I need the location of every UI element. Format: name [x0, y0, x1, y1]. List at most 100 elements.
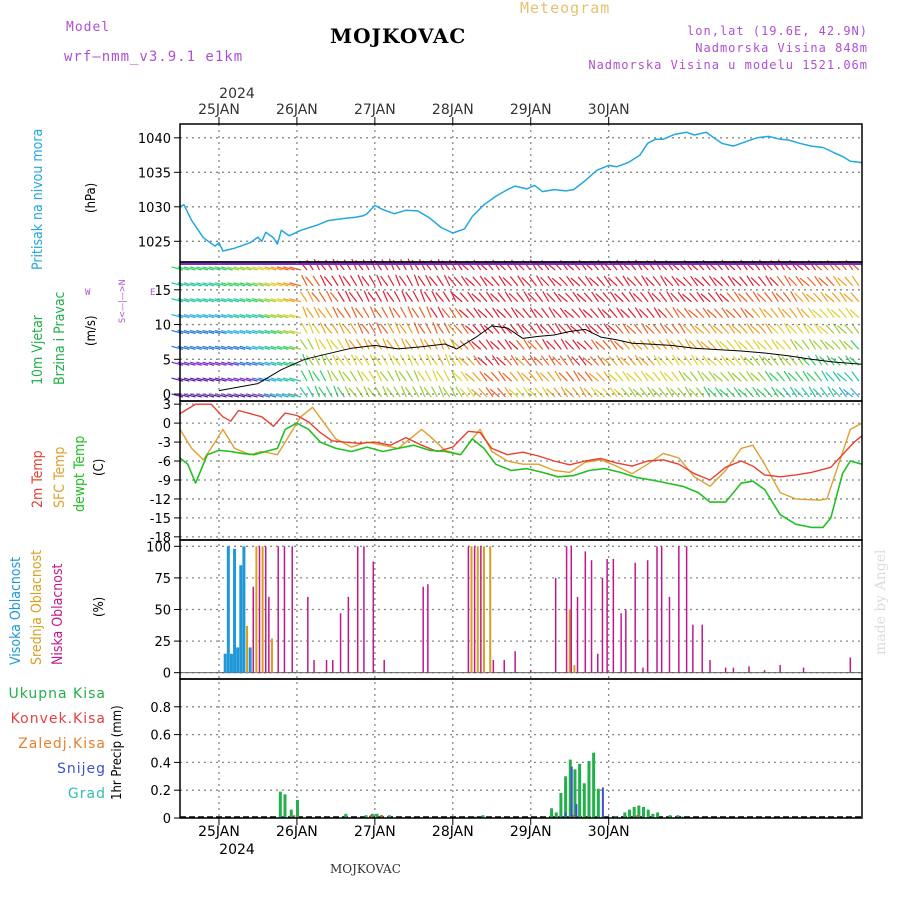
wind-barb [394, 369, 401, 382]
wind-barb [702, 307, 711, 318]
wind-barb [508, 292, 519, 303]
wind-barb [706, 309, 717, 319]
wind-barb [343, 307, 352, 318]
wind-barb [752, 291, 761, 303]
wind-barb [596, 276, 606, 287]
wind-barb [620, 309, 630, 319]
wind-barb [572, 387, 581, 398]
wind-barb [633, 323, 643, 334]
wind-barb [478, 292, 488, 303]
wind-barb [813, 323, 823, 334]
wind-barb [737, 388, 748, 398]
wind-barb [627, 355, 637, 366]
top-day-label: 25JAN [198, 102, 240, 118]
wind-barb [227, 266, 240, 271]
cloud-bar [656, 546, 658, 673]
wind-barb [289, 377, 302, 382]
wind-barb [732, 308, 742, 319]
y-tick-label: -3 [158, 436, 171, 451]
wind-barb [270, 313, 283, 319]
wind-barb [374, 338, 383, 350]
wind-barb [583, 387, 593, 398]
wind-barb [332, 354, 339, 366]
wind-barb [504, 339, 513, 350]
wind-barb [695, 356, 705, 366]
wind-barb [702, 355, 711, 366]
wind-barb [831, 340, 841, 350]
cloud-bar [261, 546, 264, 673]
wind-barb [812, 340, 823, 350]
wind-barb [251, 361, 264, 366]
wind-barb [289, 266, 302, 271]
wind-barb [220, 282, 233, 287]
wind-barb [318, 386, 327, 398]
wind-barb [214, 377, 227, 382]
wind-barb [276, 377, 289, 382]
wind-barb [350, 275, 358, 287]
wind-barb [419, 338, 426, 350]
wind-barb [245, 282, 258, 287]
wind-barb [553, 339, 562, 350]
wind-barb [628, 291, 637, 303]
precip-bar [592, 752, 596, 818]
wind-barb [565, 292, 575, 303]
wind-barb [719, 388, 730, 398]
wind-barb [233, 282, 246, 287]
wind-barb [814, 275, 823, 287]
cloud-bar [476, 546, 479, 673]
wind-barb [502, 372, 513, 382]
precip-bar [637, 805, 641, 818]
wind-barb [289, 313, 302, 319]
wind-barb [771, 291, 779, 303]
wind-barb [325, 338, 333, 350]
wind-barb [675, 277, 686, 287]
wind-barb [714, 339, 723, 350]
wind-barb [726, 387, 736, 398]
wind-barb [514, 356, 525, 366]
wind-barb [183, 282, 196, 287]
wind-barb [233, 361, 246, 366]
precip-bar [632, 806, 636, 818]
wind-barb [411, 355, 420, 366]
wind-barb [534, 387, 544, 398]
wind-barb [534, 291, 544, 303]
wind-barb [498, 275, 507, 287]
wind-barb [579, 386, 587, 398]
wind-barb [659, 370, 668, 382]
wind-barb [577, 324, 587, 334]
wind-barb [696, 387, 705, 398]
wind-barb [645, 372, 655, 382]
wind-barb [603, 323, 612, 334]
wind-barb [220, 313, 233, 319]
wind-barb [466, 308, 475, 319]
cloud-bar [268, 596, 270, 673]
wind-barb [838, 387, 847, 398]
wind-barb [233, 266, 246, 271]
wind-barb [438, 385, 445, 398]
wind-barb [554, 322, 562, 334]
wind-barb [827, 386, 835, 398]
wind-barb [227, 361, 240, 366]
wind-barb [342, 371, 351, 382]
wind-barb [368, 370, 376, 382]
wind-barb [601, 356, 612, 366]
wind-barb [546, 340, 556, 350]
wind-barb [790, 338, 798, 350]
wind-barb [380, 275, 389, 287]
wind-barb [270, 345, 283, 350]
bottom-day-label: 25JAN [198, 824, 240, 840]
wind-barb [653, 307, 662, 318]
wind-barb [388, 306, 395, 318]
wind-barb [258, 313, 271, 319]
wind-barb [465, 277, 475, 287]
wind-barb [737, 340, 748, 350]
wind-barb [448, 307, 457, 318]
wind-barb [412, 386, 420, 398]
top-day-label: 29JAN [510, 102, 552, 118]
wind-barb [454, 355, 463, 366]
wind-barb [363, 385, 370, 398]
wind-barb [632, 292, 643, 303]
wind-barb [245, 361, 258, 366]
wind-barb [794, 340, 804, 350]
wind-barb [270, 266, 283, 271]
